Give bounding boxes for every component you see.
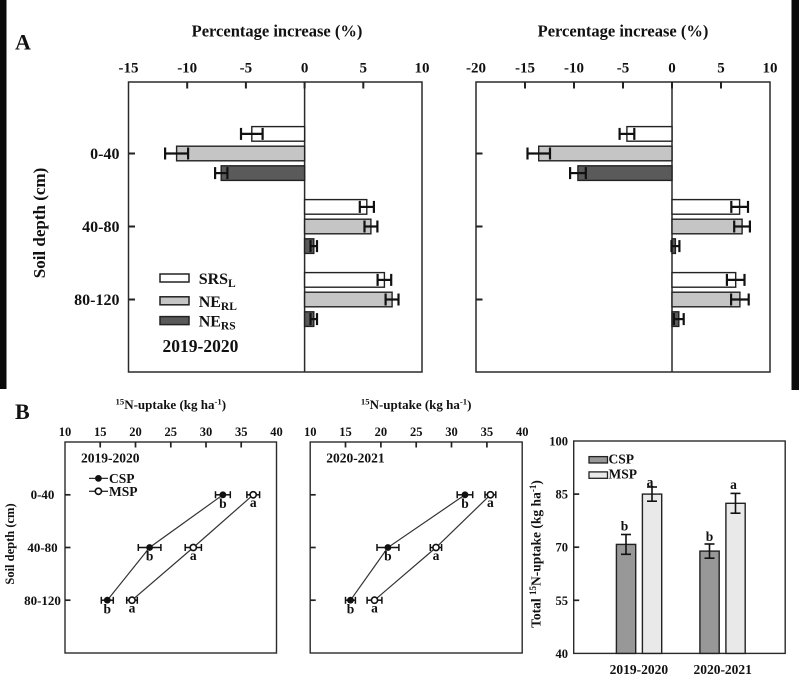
svg-text:25: 25	[410, 425, 423, 439]
svg-text:a: a	[647, 475, 654, 490]
svg-text:Percentage increase (%): Percentage increase (%)	[192, 22, 363, 41]
svg-text:Total 15N-uptake (kg ha-1): Total 15N-uptake (kg ha-1)	[528, 480, 544, 628]
svg-text:a: a	[433, 548, 440, 563]
svg-text:2019-2020: 2019-2020	[163, 336, 239, 356]
svg-text:10: 10	[59, 425, 72, 439]
svg-text:15N-uptake (kg ha-1): 15N-uptake (kg ha-1)	[116, 397, 227, 413]
svg-text:MSP: MSP	[609, 467, 638, 482]
svg-text:80-120: 80-120	[24, 593, 61, 608]
svg-text:-15: -15	[119, 61, 139, 77]
svg-text:20: 20	[375, 425, 388, 439]
svg-text:5: 5	[717, 61, 725, 77]
svg-text:Percentage increase (%): Percentage increase (%)	[538, 22, 709, 41]
svg-text:2020-2021: 2020-2021	[326, 451, 385, 466]
svg-text:40-80: 40-80	[27, 540, 57, 555]
svg-text:CSP: CSP	[609, 451, 635, 466]
svg-text:40-80: 40-80	[82, 219, 119, 236]
svg-text:15: 15	[339, 425, 352, 439]
svg-text:0-40: 0-40	[90, 146, 119, 163]
svg-text:100: 100	[549, 435, 568, 449]
svg-text:40: 40	[516, 425, 529, 439]
svg-text:-5: -5	[617, 61, 630, 77]
svg-text:Soil depth (cm): Soil depth (cm)	[3, 503, 17, 584]
svg-text:0-40: 0-40	[31, 487, 55, 502]
svg-text:2019-2020: 2019-2020	[81, 451, 140, 466]
svg-text:b: b	[219, 496, 227, 511]
svg-text:0: 0	[301, 61, 309, 77]
svg-text:-5: -5	[240, 61, 253, 77]
svg-text:-10: -10	[564, 61, 584, 77]
svg-text:-15: -15	[515, 61, 535, 77]
svg-text:80-120: 80-120	[74, 292, 119, 309]
svg-text:a: a	[129, 601, 136, 616]
svg-text:2020-2021: 2020-2021	[693, 662, 752, 677]
svg-text:55: 55	[556, 594, 569, 608]
svg-text:25: 25	[165, 425, 178, 439]
svg-text:-20: -20	[466, 61, 486, 77]
svg-text:A: A	[15, 30, 31, 55]
svg-text:5: 5	[360, 61, 368, 77]
svg-text:40: 40	[556, 647, 569, 661]
svg-text:a: a	[371, 601, 378, 616]
svg-text:30: 30	[445, 425, 458, 439]
svg-text:40: 40	[270, 425, 283, 439]
svg-text:a: a	[730, 477, 737, 492]
svg-text:b: b	[384, 549, 392, 564]
svg-text:MSP: MSP	[109, 484, 138, 499]
svg-text:Soil depth (cm): Soil depth (cm)	[30, 168, 49, 279]
svg-text:35: 35	[235, 425, 248, 439]
svg-text:B: B	[15, 399, 30, 424]
svg-text:a: a	[190, 548, 197, 563]
svg-text:10: 10	[304, 425, 317, 439]
svg-text:b: b	[706, 529, 714, 544]
svg-text:20: 20	[129, 425, 142, 439]
svg-text:b: b	[461, 496, 469, 511]
svg-text:0: 0	[668, 61, 676, 77]
svg-text:2019-2020: 2019-2020	[610, 662, 669, 677]
svg-text:b: b	[347, 602, 355, 617]
svg-text:10: 10	[763, 61, 778, 77]
svg-text:10: 10	[415, 61, 430, 77]
svg-text:a: a	[250, 495, 257, 510]
svg-text:b: b	[621, 519, 629, 534]
svg-text:a: a	[487, 495, 494, 510]
svg-text:15N-uptake (kg ha-1): 15N-uptake (kg ha-1)	[361, 397, 472, 413]
svg-text:b: b	[104, 602, 112, 617]
svg-text:b: b	[146, 549, 154, 564]
svg-text:35: 35	[481, 425, 494, 439]
svg-text:-10: -10	[177, 61, 197, 77]
svg-text:30: 30	[200, 425, 213, 439]
svg-text:85: 85	[556, 488, 569, 502]
svg-text:70: 70	[556, 541, 569, 555]
svg-text:15: 15	[94, 425, 107, 439]
